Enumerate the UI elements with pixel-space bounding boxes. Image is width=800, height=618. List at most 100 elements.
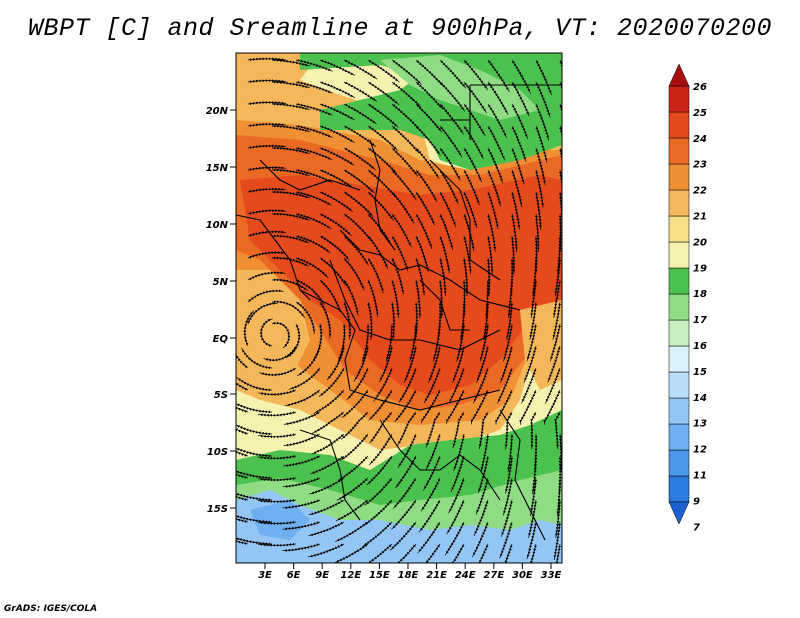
streamline [343, 235, 369, 266]
streamline [247, 209, 287, 215]
colorbar-segment [668, 189, 690, 217]
colorbar-segment [668, 345, 690, 373]
streamline [535, 147, 546, 186]
streamline [391, 257, 405, 295]
streamline [295, 301, 316, 335]
streamline [334, 543, 369, 563]
streamline [510, 235, 516, 275]
colorbar-segment [668, 423, 690, 451]
streamline [247, 144, 287, 150]
streamline [414, 279, 422, 319]
colorbar-label: 19 [693, 263, 707, 274]
colorbar-segment [668, 293, 690, 321]
streamline [288, 367, 321, 390]
streamline [487, 213, 497, 252]
streamline [338, 455, 369, 481]
lat-tick-label: 5S [214, 390, 228, 401]
colorbar-label: 11 [693, 471, 707, 482]
streamline [554, 411, 561, 450]
streamline [420, 389, 441, 424]
colorbar-label: 15 [693, 367, 707, 378]
colorbar-segment [668, 241, 690, 269]
lat-tick-label: 10S [207, 447, 228, 458]
streamline [415, 257, 426, 296]
colorbar-label: 9 [693, 496, 700, 507]
streamline [271, 321, 291, 349]
streamline [259, 367, 297, 377]
lon-tick-label: 15E [369, 570, 390, 581]
colorbar-min-arrow [668, 501, 690, 525]
streamline [530, 411, 537, 450]
lat-tick-label: EQ [213, 334, 229, 345]
streamline [511, 147, 525, 185]
streamline [391, 103, 421, 131]
streamline [487, 147, 504, 184]
streamline [241, 347, 273, 370]
colorbar-label: 13 [693, 419, 707, 430]
colorbar-label: 24 [693, 134, 707, 145]
streamline [391, 235, 409, 271]
streamline [259, 318, 273, 348]
lon-tick-label: 33E [541, 570, 562, 581]
lat-tick-label: 15N [206, 163, 229, 174]
lat-tick-label: 10N [206, 220, 229, 231]
streamline [311, 411, 345, 434]
streamline [519, 389, 537, 425]
lon-tick-label: 30E [512, 570, 533, 581]
streamline [367, 279, 379, 318]
colorbar-segment [668, 163, 690, 191]
streamline [313, 389, 345, 414]
streamline [444, 543, 465, 563]
streamline [319, 279, 341, 313]
streamline [247, 230, 286, 237]
streamline [543, 389, 561, 425]
streamline [391, 191, 415, 224]
streamline [486, 235, 494, 275]
streamline [478, 411, 489, 449]
colorbar-label: 16 [693, 341, 707, 352]
map-frame [235, 52, 563, 564]
streamline [247, 166, 287, 172]
colorbar-segment [668, 371, 690, 399]
colorbar-label: 14 [693, 393, 707, 404]
streamline [310, 455, 345, 475]
streamline [319, 301, 332, 339]
streamline [390, 301, 396, 341]
lon-tick-label: 18E [398, 570, 419, 581]
streamline [446, 389, 465, 425]
streamline [247, 187, 287, 193]
streamline [439, 235, 451, 274]
streamline [343, 279, 359, 316]
streamline [247, 251, 286, 259]
streamline [367, 235, 389, 269]
latitude-axis: 20N 15N 10N 5N EQ 5S 10S 15S [206, 106, 236, 515]
streamline [438, 279, 444, 319]
streamline [391, 279, 400, 318]
streamline [463, 191, 478, 229]
streamline [439, 191, 457, 228]
streamline [367, 147, 397, 174]
colorbar-segment [668, 319, 690, 347]
streamline [535, 169, 544, 208]
colorbar-segment [668, 475, 690, 503]
streamline [391, 213, 412, 248]
longitude-axis: 3E 6E 9E 12E 15E 18E 21E 24E 27E 30E 33E [258, 563, 562, 581]
streamline [362, 521, 393, 547]
lon-tick-label: 3E [258, 570, 272, 581]
colorbar-label: 7 [693, 522, 700, 533]
streamline [343, 301, 352, 340]
streamline [504, 411, 513, 450]
lon-tick-label: 12E [340, 570, 361, 581]
streamline [415, 235, 429, 273]
streamline [390, 543, 417, 563]
lon-tick-label: 24E [455, 570, 476, 581]
streamline [363, 543, 393, 563]
streamline [263, 345, 297, 362]
streamline [415, 213, 433, 250]
colorbar-segment [668, 85, 690, 113]
lat-tick-label: 20N [206, 106, 229, 117]
streamline [511, 169, 523, 208]
streamline [558, 169, 562, 207]
colorbar-segment [668, 449, 690, 477]
streamline [336, 477, 369, 501]
